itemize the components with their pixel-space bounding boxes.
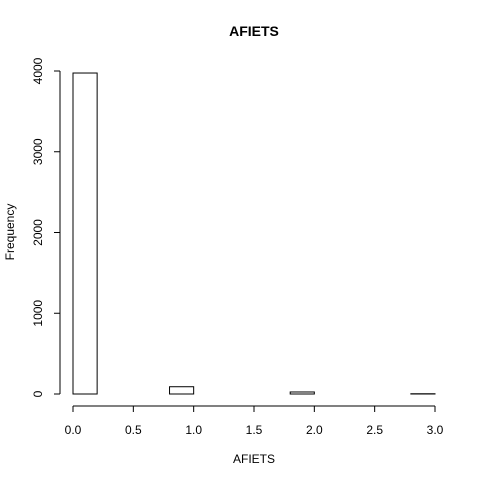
x-tick-label: 1.0 bbox=[185, 423, 202, 437]
x-tick-label: 0.5 bbox=[125, 423, 142, 437]
chart-title: AFIETS bbox=[229, 23, 279, 39]
y-axis: 0 1000 2000 3000 4000 bbox=[31, 57, 61, 397]
y-tick-label: 2000 bbox=[31, 219, 45, 246]
x-tick-label: 3.0 bbox=[427, 423, 444, 437]
x-axis-label: AFIETS bbox=[233, 452, 275, 466]
y-axis-label: Frequency bbox=[3, 204, 17, 261]
x-axis: 0.0 0.5 1.0 1.5 2.0 2.5 3.0 bbox=[65, 405, 444, 437]
x-tick-label: 0.0 bbox=[65, 423, 82, 437]
histogram-bar-0 bbox=[72, 72, 98, 395]
y-tick-label: 3000 bbox=[31, 138, 45, 165]
x-tick-label: 2.0 bbox=[306, 423, 323, 437]
y-tick-label: 0 bbox=[31, 390, 45, 397]
histogram-bar-4 bbox=[169, 386, 195, 395]
y-tick-label: 4000 bbox=[31, 57, 45, 84]
y-tick-label: 1000 bbox=[31, 300, 45, 327]
histogram-bars bbox=[72, 72, 436, 395]
x-tick-label: 2.5 bbox=[366, 423, 383, 437]
x-tick-label: 1.5 bbox=[246, 423, 263, 437]
histogram-bar-9 bbox=[289, 391, 315, 395]
